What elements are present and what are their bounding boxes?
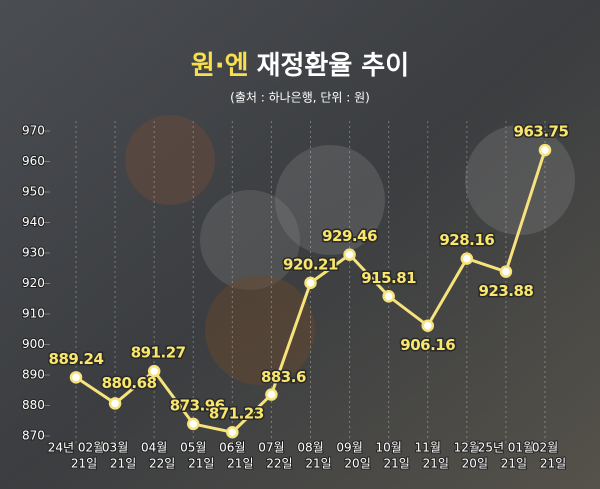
x-tick-label: 24년 02월 [48, 441, 104, 455]
value-label: 880.68 [102, 374, 157, 392]
value-label: 963.75 [514, 123, 569, 141]
x-tick-label: 22일 [266, 457, 292, 471]
value-label: 891.27 [131, 344, 186, 362]
value-label: 871.23 [209, 405, 264, 423]
x-tick-label: 21일 [501, 457, 527, 471]
coin-decoration [200, 190, 300, 290]
point [187, 417, 200, 431]
value-label: 923.88 [478, 282, 533, 300]
value-label: 883.6 [261, 368, 306, 386]
y-tick-label: 900 [22, 337, 45, 351]
point [421, 319, 434, 332]
x-tick-label: 11월 [415, 441, 441, 455]
y-tick-label: 890 [22, 368, 45, 382]
value-label: 873.96 [170, 396, 225, 414]
y-tick-label: 910 [22, 307, 45, 321]
x-tick-label: 21일 [540, 457, 566, 471]
coin-decoration [125, 115, 215, 205]
title-rest: 재정환율 추이 [257, 51, 410, 81]
x-tick-label: 08월 [297, 441, 323, 455]
point [343, 248, 356, 261]
point [460, 252, 474, 265]
x-tick-label: 02월 [532, 441, 558, 455]
chart-title: 원·엔 재정환율 추이 [191, 51, 409, 81]
y-tick-label: 940 [22, 215, 45, 229]
point [499, 265, 513, 278]
point [538, 143, 552, 157]
y-tick-label: 970 [22, 124, 45, 138]
title-highlight: 원·엔 [191, 51, 249, 81]
x-tick-label: 25년 01월 [478, 441, 534, 455]
coin-decoration [465, 125, 575, 235]
y-tick-label: 880 [22, 398, 45, 412]
x-tick-label: 21일 [110, 457, 136, 471]
point [147, 364, 161, 378]
value-label: 889.24 [49, 350, 104, 368]
value-label: 929.46 [322, 227, 377, 245]
y-tick-label: 930 [22, 246, 45, 260]
x-tick-label: 21일 [188, 457, 214, 471]
value-label: 928.16 [439, 231, 494, 249]
y-tick-label: 870 [22, 429, 45, 443]
value-label: 915.81 [361, 269, 416, 287]
y-tick-label: 920 [22, 276, 45, 290]
point [69, 371, 83, 384]
x-tick-label: 21일 [227, 457, 253, 471]
x-tick-label: 21일 [384, 457, 410, 471]
x-tick-label: 21일 [423, 457, 449, 471]
point [382, 290, 395, 303]
x-tick-label: 10월 [376, 441, 402, 455]
x-tick-label: 05월 [180, 441, 206, 455]
x-tick-label: 09월 [336, 441, 362, 455]
chart-subtitle: (출처 : 하나은행, 단위 : 원) [230, 90, 370, 105]
x-tick-label: 06월 [219, 441, 245, 455]
value-label: 920.21 [283, 255, 338, 273]
value-label: 906.16 [400, 336, 455, 354]
x-tick-label: 21일 [71, 457, 97, 471]
x-tick-label: 21일 [305, 457, 331, 471]
x-tick-label: 04월 [141, 441, 167, 455]
coin-decoration [205, 275, 315, 385]
y-tick-label: 960 [22, 154, 45, 168]
x-tick-label: 03월 [102, 441, 128, 455]
point [265, 388, 278, 401]
coin-decoration [275, 145, 385, 255]
x-tick-label: 20일 [344, 457, 370, 471]
point [108, 397, 122, 410]
x-tick-label: 12월 [454, 441, 480, 455]
x-tick-label: 07월 [258, 441, 284, 455]
point [304, 276, 317, 290]
point [226, 425, 239, 439]
x-tick-label: 22일 [149, 457, 175, 471]
y-tick-label: 950 [22, 185, 45, 199]
x-tick-label: 20일 [462, 457, 488, 471]
